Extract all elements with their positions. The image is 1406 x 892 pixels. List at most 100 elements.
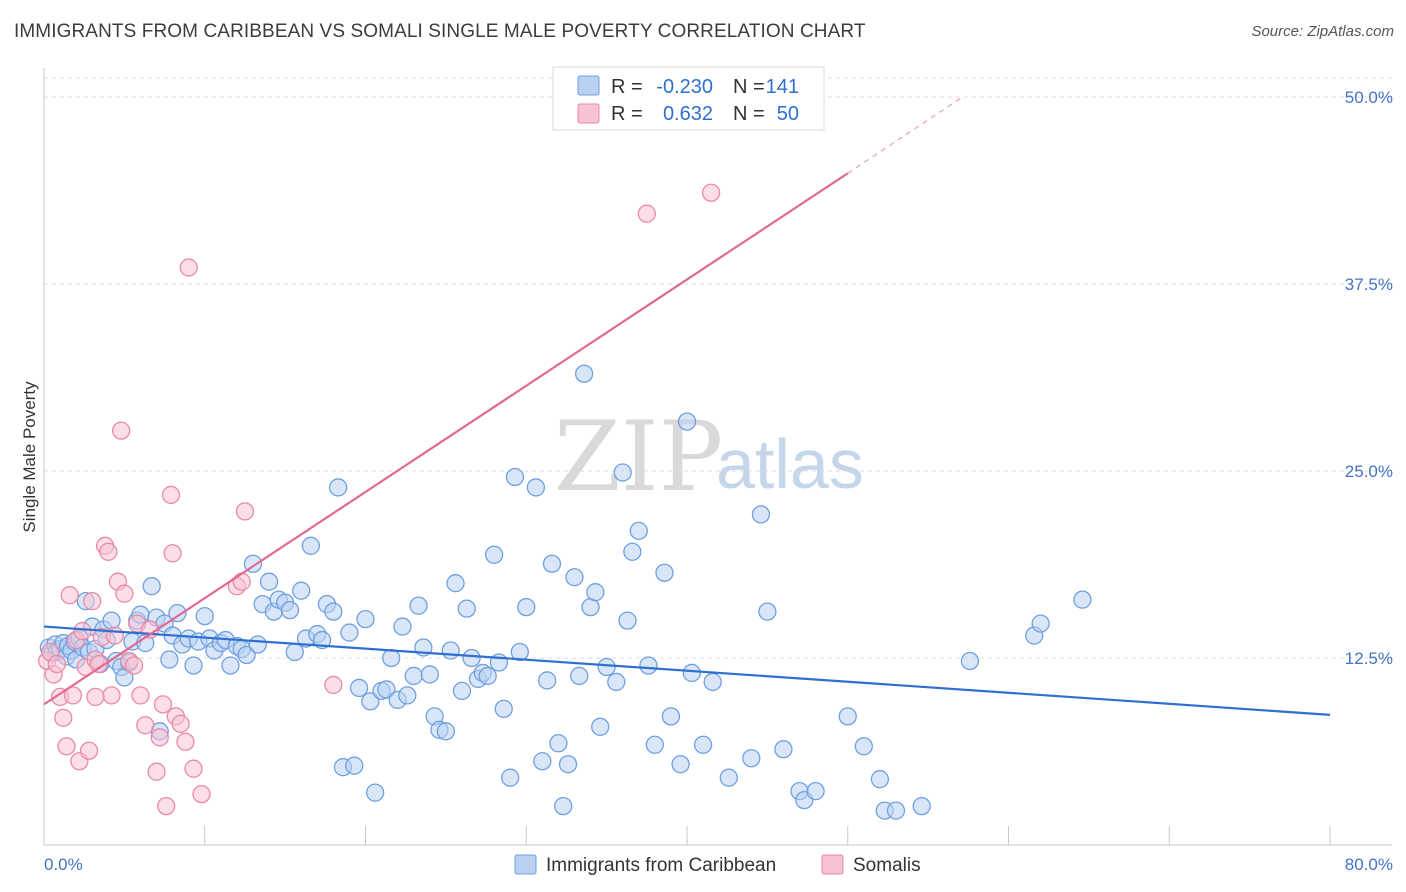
caribbean-point-116 <box>613 463 632 482</box>
somalis-point-20 <box>102 686 121 705</box>
caribbean-point-71 <box>361 692 380 711</box>
caribbean-point-38 <box>184 656 203 675</box>
somalis-point-11 <box>73 621 92 641</box>
caribbean-point-94 <box>484 545 504 564</box>
caribbean-point-141 <box>886 801 906 820</box>
caribbean-point-70 <box>356 609 375 629</box>
caribbean-point-58 <box>292 581 311 600</box>
caribbean-point-120 <box>639 656 658 675</box>
caribbean-point-105 <box>549 734 568 753</box>
somalis-point-48 <box>701 183 721 202</box>
caribbean-point-20 <box>102 611 121 630</box>
caribbean-point-98 <box>505 467 525 487</box>
somalis-point-6 <box>57 737 76 756</box>
bottom-legend-swatch-caribbean <box>514 854 537 875</box>
y-tick-label-1: 25.0% <box>1345 462 1393 481</box>
caribbean-point-121 <box>645 735 664 754</box>
somalis-point-19 <box>99 542 118 561</box>
caribbean-point-68 <box>345 756 364 775</box>
somalis-point-28 <box>131 686 150 705</box>
caribbean-point-110 <box>574 364 594 383</box>
caribbean-point-104 <box>542 554 562 573</box>
y-tick-label-0: 12.5% <box>1345 649 1393 668</box>
caribbean-point-132 <box>758 602 777 621</box>
legend-r-label-1: R = <box>611 103 643 125</box>
somalis-point-16 <box>89 654 108 674</box>
x-axis-ticks <box>43 826 1331 845</box>
trend-line-somalis <box>43 172 849 706</box>
y-axis-ticks: 12.5% 25.0% 37.5% 50.0% <box>1345 88 1393 668</box>
caribbean-point-108 <box>565 568 584 587</box>
legend-r-value-0: -0.230 <box>656 76 713 98</box>
caribbean-point-133 <box>774 740 793 759</box>
somalis-point-34 <box>157 796 176 816</box>
caribbean-point-127 <box>693 735 713 754</box>
legend-swatch-caribbean <box>577 75 600 96</box>
caribbean-point-87 <box>446 574 465 593</box>
caribbean-point-125 <box>677 412 697 431</box>
watermark-atlas: atlas <box>716 425 864 503</box>
somalis-point-44 <box>232 572 251 591</box>
somalis-point-13 <box>79 741 99 760</box>
somalis-point-41 <box>184 759 203 778</box>
somalis-point-26 <box>124 656 144 675</box>
caribbean-point-35 <box>168 603 187 623</box>
caribbean-point-99 <box>510 642 529 662</box>
watermark-zip: ZIP <box>554 401 723 513</box>
caribbean-point-50 <box>248 635 267 654</box>
caribbean-point-122 <box>655 563 674 582</box>
caribbean-point-82 <box>420 665 439 684</box>
somalis-point-35 <box>161 485 181 505</box>
legend-swatch-somalis <box>577 103 600 124</box>
x-tick-label-max: 80.0% <box>1345 855 1393 874</box>
caribbean-point-100 <box>517 597 536 617</box>
caribbean-point-64 <box>324 602 343 621</box>
caribbean-point-77 <box>393 617 412 636</box>
caribbean-point-57 <box>285 642 304 662</box>
series-somalis-points <box>38 183 721 816</box>
caribbean-point-69 <box>349 678 369 698</box>
caribbean-point-107 <box>558 755 578 774</box>
caribbean-point-90 <box>462 648 481 668</box>
somalis-point-49 <box>86 687 105 707</box>
caribbean-point-128 <box>703 672 722 692</box>
chart-title: IMMIGRANTS FROM CARIBBEAN VS SOMALI SING… <box>14 21 866 42</box>
legend-r-label-0: R = <box>611 76 643 98</box>
somalis-point-46 <box>324 675 343 695</box>
caribbean-point-114 <box>597 657 616 677</box>
caribbean-point-33 <box>160 650 179 669</box>
caribbean-point-85 <box>436 722 456 741</box>
caribbean-point-74 <box>377 680 396 699</box>
caribbean-point-96 <box>494 699 513 719</box>
caribbean-point-117 <box>618 611 637 630</box>
somalis-point-38 <box>171 714 190 733</box>
caribbean-point-79 <box>404 666 423 686</box>
caribbean-point-146 <box>1073 590 1092 609</box>
caribbean-point-109 <box>570 666 589 686</box>
legend-n-label-0: N = <box>733 76 765 98</box>
caribbean-point-112 <box>586 583 605 602</box>
caribbean-point-40 <box>195 606 214 626</box>
caribbean-point-124 <box>671 755 690 774</box>
caribbean-point-86 <box>441 641 460 660</box>
legend-n-value-1: 50 <box>777 103 799 125</box>
y-tick-label-3: 50.0% <box>1345 88 1393 107</box>
caribbean-point-80 <box>409 596 428 615</box>
somalis-point-33 <box>153 695 173 714</box>
caribbean-point-106 <box>554 796 573 816</box>
caribbean-point-45 <box>221 656 240 675</box>
caribbean-point-89 <box>457 599 476 618</box>
caribbean-point-65 <box>329 478 348 497</box>
trend-line-caribbean <box>43 625 1331 716</box>
somalis-point-31 <box>147 762 166 781</box>
watermark: ZIP atlas <box>554 401 864 513</box>
caribbean-point-137 <box>838 707 857 726</box>
axes <box>43 68 1392 846</box>
caribbean-point-60 <box>301 536 320 555</box>
caribbean-point-123 <box>661 707 681 726</box>
somalis-point-23 <box>112 421 131 440</box>
x-tick-label-min: 0.0% <box>44 855 83 874</box>
caribbean-point-97 <box>501 768 520 787</box>
caribbean-point-72 <box>365 783 385 802</box>
caribbean-point-131 <box>751 505 771 524</box>
